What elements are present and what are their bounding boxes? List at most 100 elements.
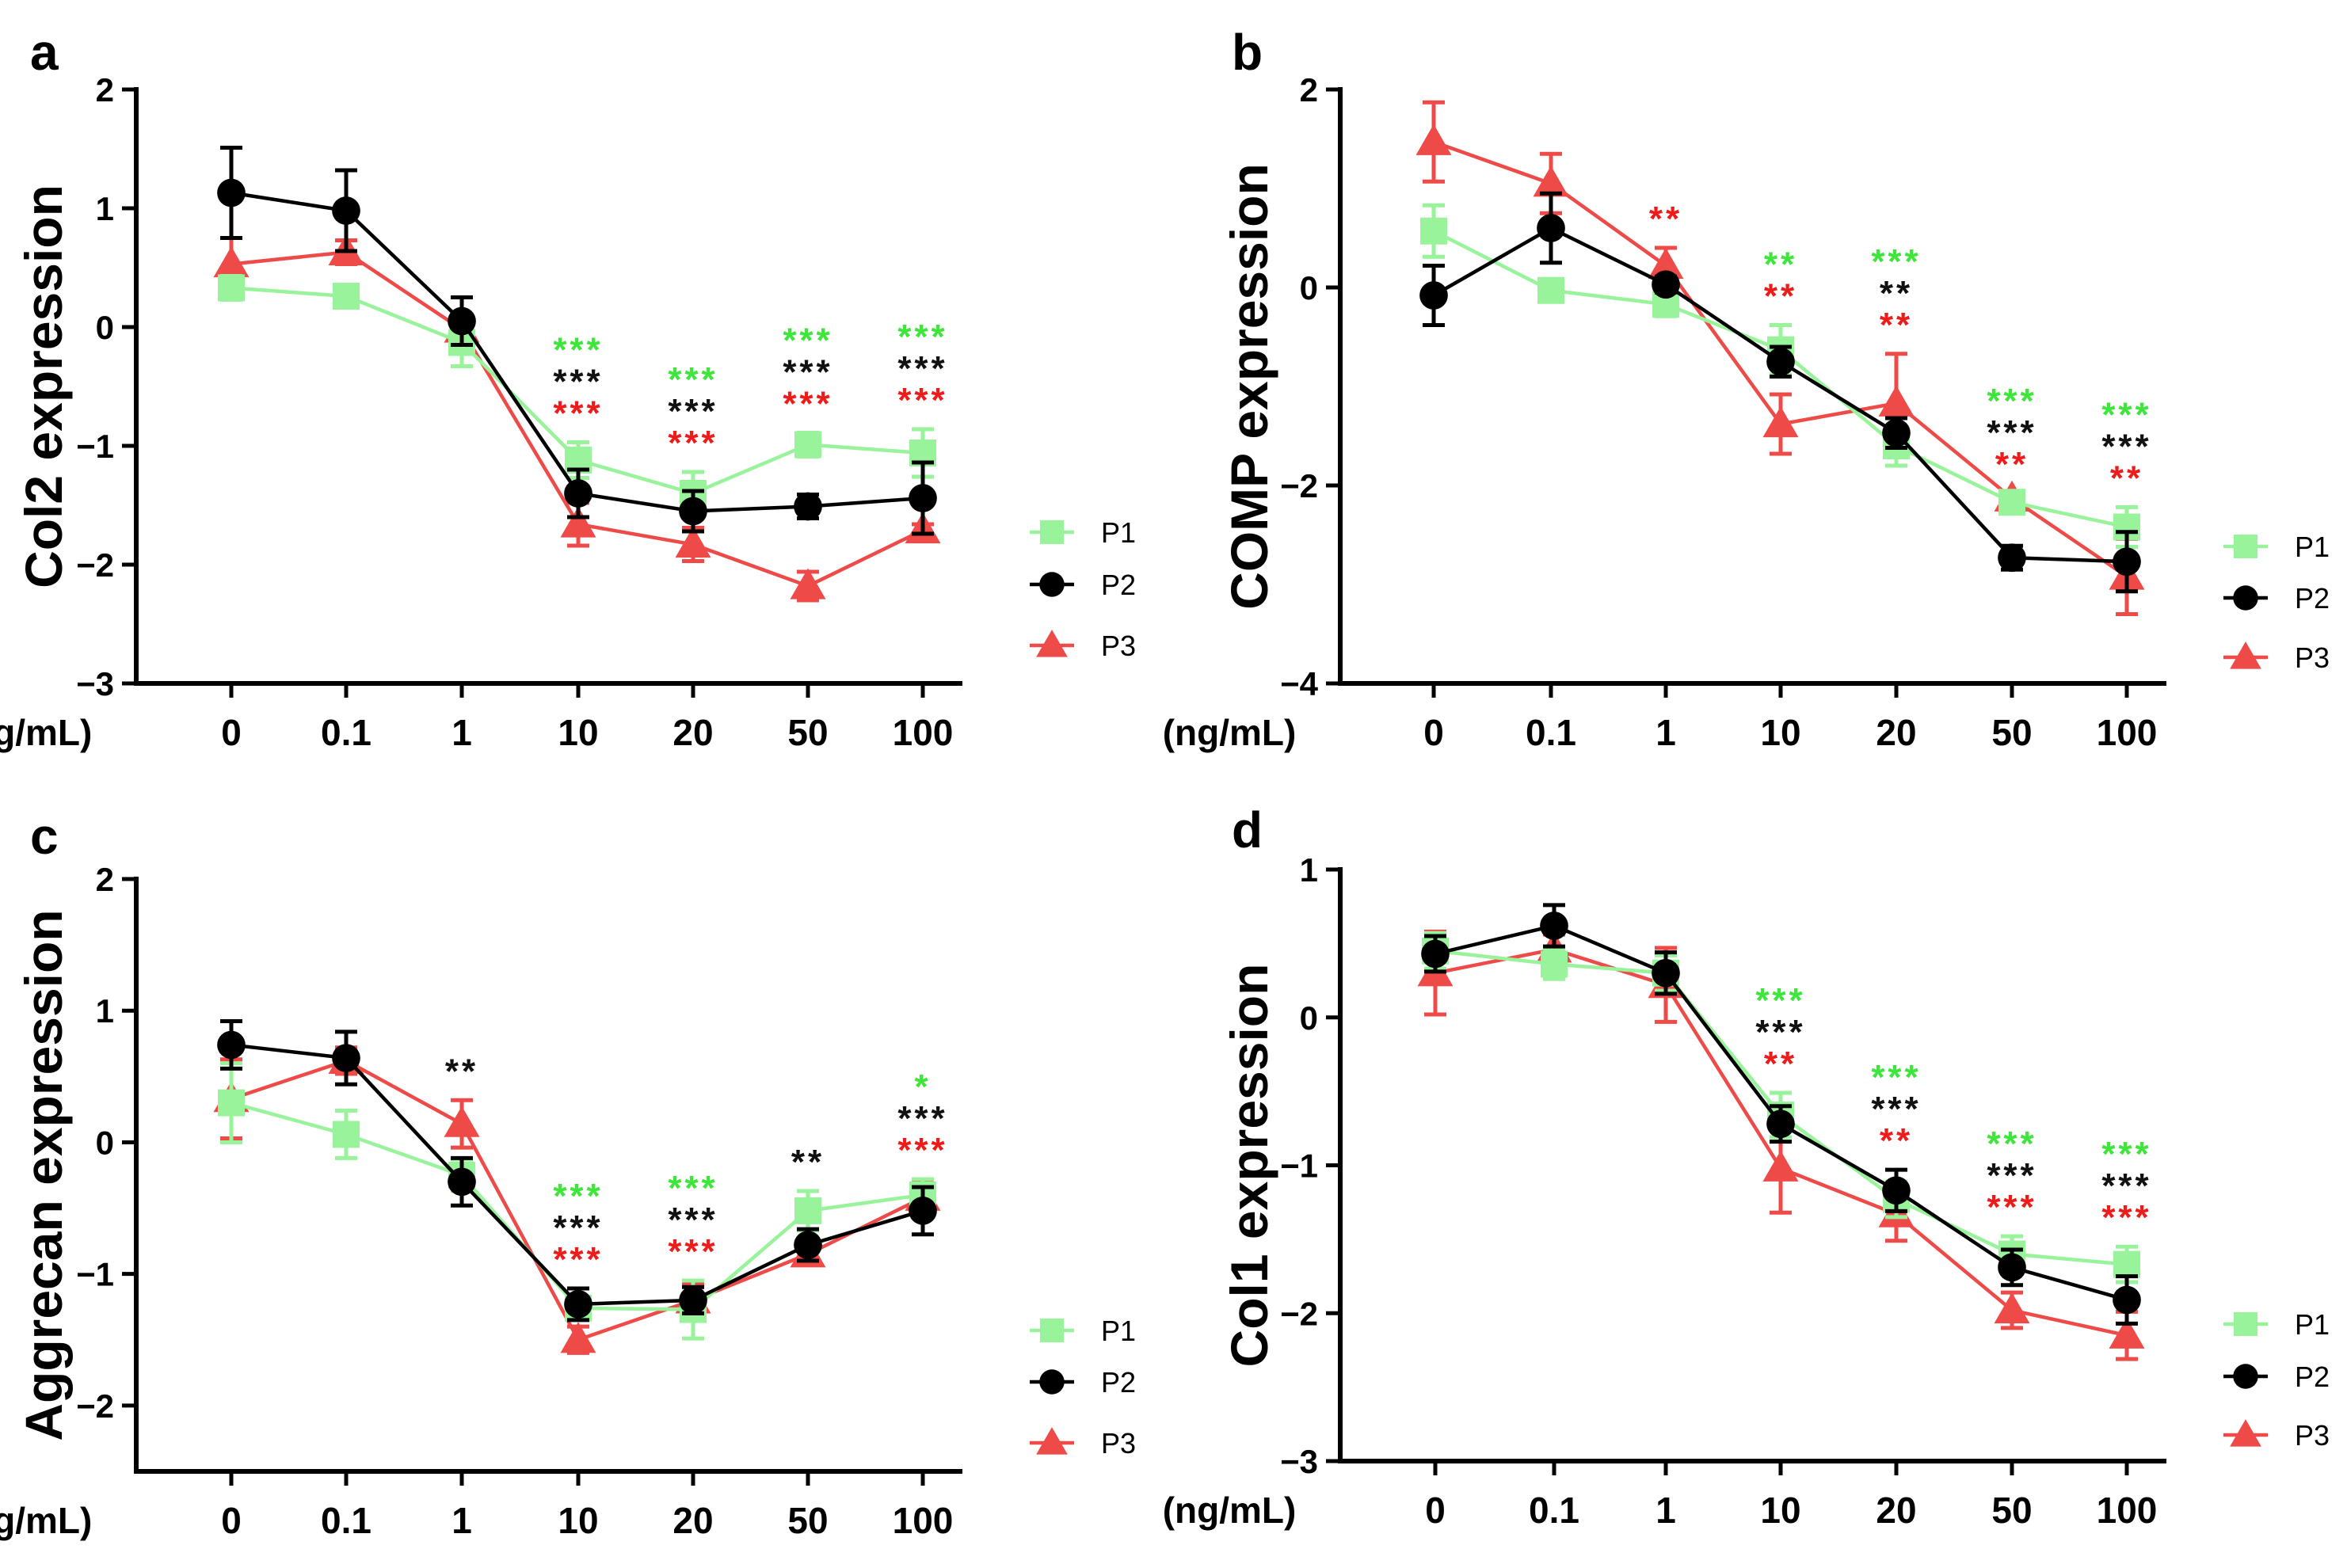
x-tick-label: 10 <box>1760 712 1800 753</box>
p1-marker <box>218 1089 245 1117</box>
p1-marker <box>1040 1319 1064 1342</box>
legend-label: P1 <box>2295 1308 2330 1341</box>
legend-item-p3: P3 <box>2223 1419 2330 1452</box>
significance-stars: *** <box>668 424 718 462</box>
p2-marker <box>794 1231 822 1259</box>
y-tick-label: 0 <box>96 309 114 346</box>
y-tick-label: −3 <box>1280 1443 1318 1480</box>
x-tick-label: 0 <box>1423 712 1444 753</box>
p2-marker <box>1421 939 1450 969</box>
x-tick-label: 1 <box>1655 712 1676 753</box>
p2-marker <box>217 178 246 207</box>
y-tick-label: 0 <box>96 1124 114 1161</box>
legend-label: P2 <box>1101 569 1136 601</box>
p1-marker <box>2234 1312 2257 1336</box>
y-tick-label: −2 <box>76 546 114 584</box>
significance-stars: *** <box>553 394 603 433</box>
significance-stars: *** <box>2101 428 2151 466</box>
p3-marker <box>1415 124 1452 155</box>
p1-marker <box>794 1197 821 1224</box>
legend-item-p1: P1 <box>2223 1308 2330 1341</box>
significance-stars: *** <box>897 1131 947 1170</box>
x-tick-label: 10 <box>558 1500 598 1541</box>
x-tick-label: 0 <box>221 712 242 753</box>
significance-stars: *** <box>783 353 832 392</box>
significance-stars: *** <box>1755 981 1805 1020</box>
significance-stars: *** <box>1871 1090 1921 1128</box>
p2-marker <box>448 1167 476 1197</box>
legend-label: P2 <box>2295 582 2330 615</box>
y-tick-label: −2 <box>76 1387 114 1425</box>
significance-stars: *** <box>668 1201 718 1239</box>
significance-stars: *** <box>2101 1166 2151 1205</box>
p3-marker <box>1762 1150 1799 1182</box>
y-axis-title: Col1 expression <box>1220 964 1278 1368</box>
p2-marker <box>1766 347 1795 376</box>
p2-marker <box>2233 1364 2258 1389</box>
y-tick-label: 0 <box>1300 269 1318 306</box>
p3-marker <box>1878 385 1915 417</box>
p2-marker <box>1766 1109 1795 1139</box>
panel-letter: d <box>1232 801 1263 858</box>
legend-item-p2: P2 <box>1030 1366 1136 1399</box>
legend-label: P3 <box>1101 1427 1136 1460</box>
legend-item-p2: P2 <box>2223 582 2330 615</box>
significance-stars: ** <box>445 1052 478 1090</box>
x-unit-label: (ng/mL) <box>0 1500 92 1541</box>
significance-stars: *** <box>1987 382 2036 421</box>
y-axis-title: Col2 expression <box>14 185 73 588</box>
p2-marker <box>679 497 707 526</box>
p2-marker <box>1652 270 1680 299</box>
y-tick-label: −1 <box>1280 1147 1318 1185</box>
significance-stars: ** <box>1880 274 1913 313</box>
p2-marker <box>332 1044 360 1072</box>
p3-marker <box>2230 1419 2261 1447</box>
y-tick-label: 1 <box>96 992 114 1029</box>
p3-marker <box>675 527 711 558</box>
significance-stars: *** <box>897 381 947 420</box>
p2-marker <box>1537 214 1565 242</box>
p2-marker <box>564 1290 592 1319</box>
legend-item-p1: P1 <box>1030 516 1136 549</box>
legend-label: P3 <box>2295 641 2330 674</box>
x-tick-label: 0.1 <box>1529 1490 1579 1531</box>
x-tick-label: 1 <box>451 1500 472 1541</box>
y-tick-label: −1 <box>76 1256 114 1293</box>
significance-stars: *** <box>1987 413 2036 452</box>
p2-marker <box>1039 572 1065 597</box>
x-tick-label: 20 <box>1876 712 1916 753</box>
significance-stars: ** <box>1880 306 1913 344</box>
p2-marker <box>2113 1285 2141 1315</box>
p2-marker <box>1882 418 1911 447</box>
x-unit-label: (ng/mL) <box>1163 712 1297 753</box>
p2-marker <box>794 492 822 521</box>
p2-marker <box>332 196 360 225</box>
y-tick-label: −3 <box>76 665 114 702</box>
y-tick-label: 1 <box>96 190 114 227</box>
x-tick-label: 1 <box>451 712 472 753</box>
x-tick-label: 10 <box>558 712 598 753</box>
significance-stars: *** <box>897 1099 947 1138</box>
significance-stars: *** <box>2101 1198 2151 1237</box>
significance-stars: *** <box>668 1232 718 1271</box>
y-tick-label: 2 <box>1300 71 1318 108</box>
significance-stars: *** <box>2101 396 2151 435</box>
p3-marker <box>213 246 250 278</box>
p2-marker <box>217 1030 246 1060</box>
significance-stars: *** <box>1987 1125 2036 1163</box>
x-tick-label: 100 <box>2097 712 2158 753</box>
significance-stars: ** <box>1995 445 2029 484</box>
p2-marker <box>1652 958 1680 988</box>
p1-marker <box>2113 1250 2140 1278</box>
x-tick-label: 100 <box>893 1500 954 1541</box>
y-tick-label: 1 <box>1300 851 1318 889</box>
legend-item-p3: P3 <box>2223 641 2330 674</box>
legend-label: P1 <box>1101 1315 1136 1347</box>
x-tick-label: 0 <box>221 1500 242 1541</box>
panel-letter: a <box>30 24 59 81</box>
significance-stars: *** <box>1987 1188 2036 1227</box>
x-tick-label: 1 <box>1655 1490 1676 1531</box>
